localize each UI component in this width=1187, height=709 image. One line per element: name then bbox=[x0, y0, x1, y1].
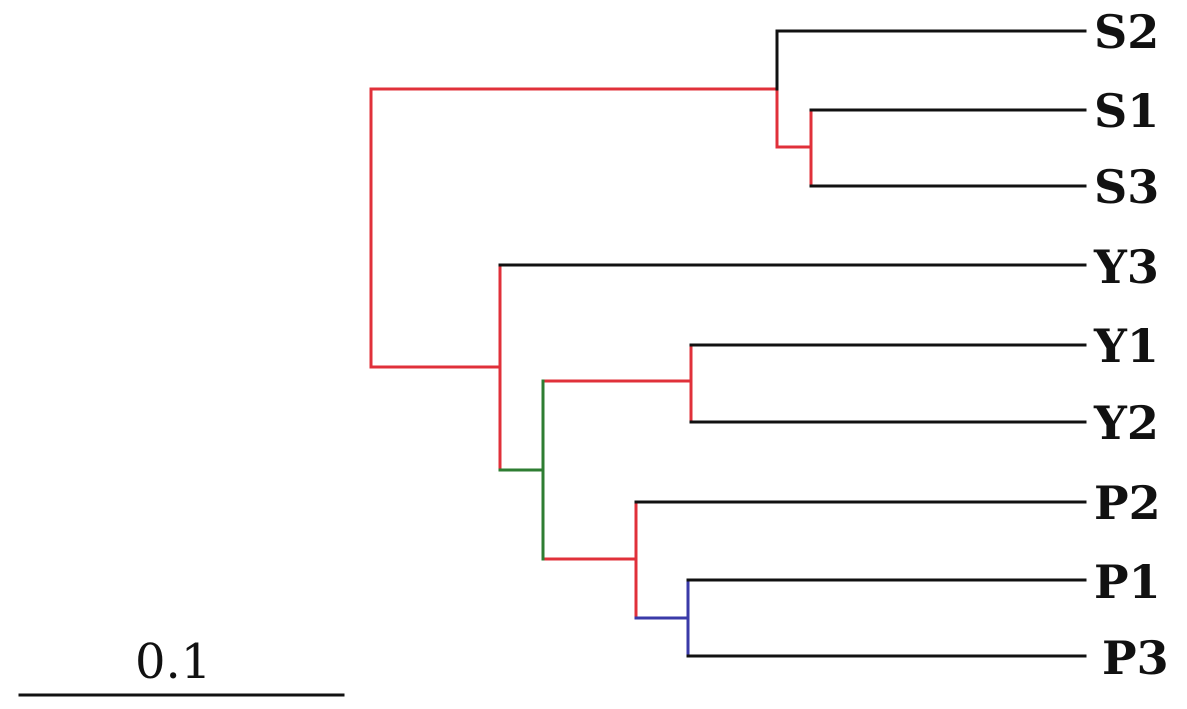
leaf-label-p3: P3 bbox=[1102, 631, 1169, 685]
leaf-label-s3: S3 bbox=[1094, 160, 1159, 214]
leaf-label-y2: Y2 bbox=[1093, 396, 1159, 450]
internal-branches-blue bbox=[634, 578, 690, 658]
leaf-label-s2: S2 bbox=[1094, 5, 1159, 59]
leaf-label-s1: S1 bbox=[1094, 84, 1159, 138]
leaf-label-p1: P1 bbox=[1094, 555, 1161, 609]
leaf-labels: S2 S1 S3 Y3 Y1 Y2 P2 P1 P3 bbox=[1093, 5, 1169, 685]
scale-bar-label: 0.1 bbox=[135, 634, 211, 690]
leaf-label-y1: Y1 bbox=[1093, 319, 1159, 373]
terminal-branch-s2 bbox=[775, 29, 1087, 91]
scale-bar: 0.1 bbox=[18, 634, 345, 697]
leaf-label-p2: P2 bbox=[1094, 476, 1161, 530]
internal-branches-green bbox=[498, 379, 545, 561]
terminal-branches bbox=[498, 29, 1087, 658]
internal-branches-red bbox=[369, 87, 813, 620]
leaf-label-y3: Y3 bbox=[1093, 240, 1159, 294]
